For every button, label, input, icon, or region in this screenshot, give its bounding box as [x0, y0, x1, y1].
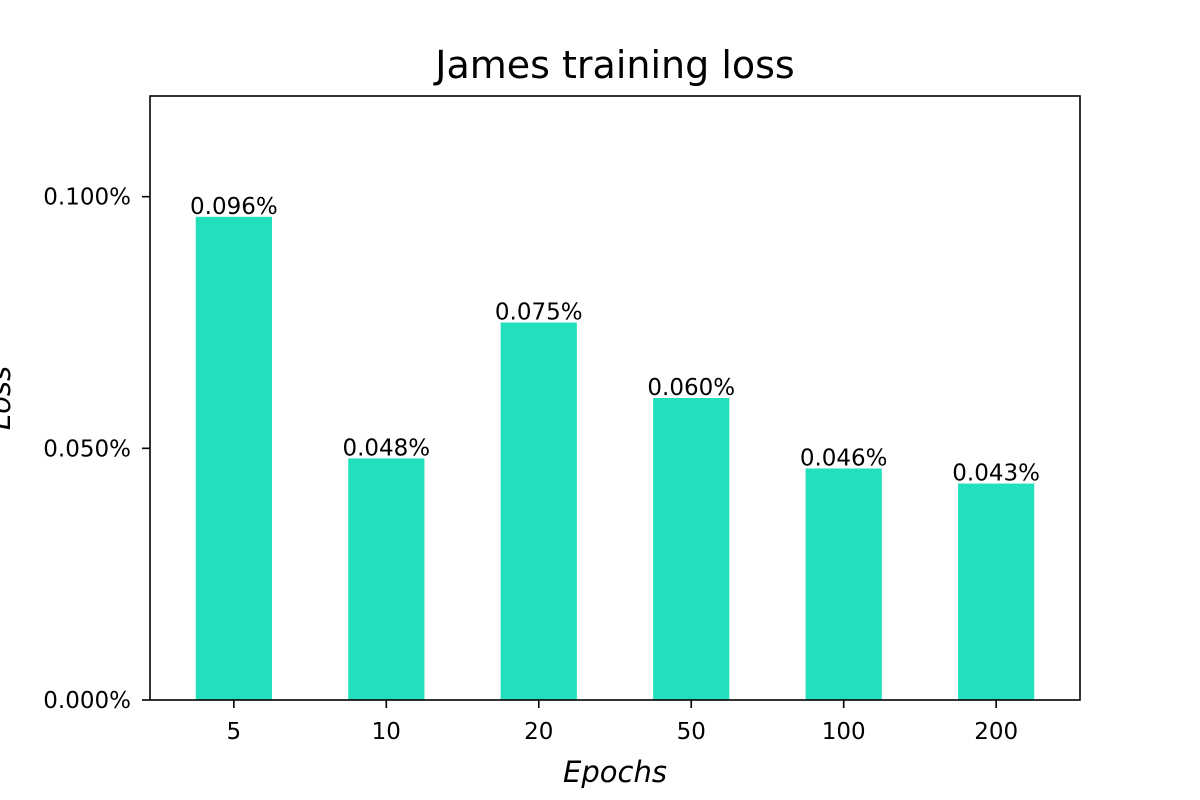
data-labels-group: 0.096% 0.048% 0.075% 0.060% 0.046% 0.043% — [190, 194, 1040, 487]
data-label-5: 0.096% — [190, 194, 278, 220]
x-tick-label: 50 — [677, 719, 706, 745]
data-label-200: 0.043% — [952, 461, 1040, 487]
data-label-100: 0.046% — [800, 445, 888, 471]
x-axis-label: Epochs — [563, 755, 667, 789]
y-axis: 0.000% 0.050% 0.100% — [43, 185, 150, 714]
bar-10 — [348, 458, 425, 700]
bars-group — [195, 216, 1035, 701]
x-tick-label: 20 — [524, 719, 553, 745]
y-tick-label: 0.050% — [43, 436, 131, 462]
chart-title: James training loss — [433, 43, 794, 87]
data-label-10: 0.048% — [342, 435, 430, 461]
y-tick-label: 0.000% — [43, 688, 131, 714]
bar-5 — [195, 216, 272, 701]
x-tick-label: 200 — [974, 719, 1018, 745]
x-tick-label: 10 — [372, 719, 401, 745]
bar-20 — [500, 322, 577, 700]
data-label-20: 0.075% — [495, 300, 583, 326]
x-tick-label: 5 — [227, 719, 242, 745]
data-label-50: 0.060% — [647, 375, 735, 401]
bar-100 — [805, 468, 882, 700]
y-tick-label: 0.100% — [43, 185, 131, 211]
bar-50 — [653, 398, 730, 700]
bar-200 — [958, 483, 1035, 700]
x-tick-label: 100 — [822, 719, 866, 745]
plot-frame — [149, 95, 1081, 701]
x-axis: 5 10 20 50 100 200 — [227, 700, 1018, 745]
y-axis-label: Loss — [0, 366, 17, 430]
